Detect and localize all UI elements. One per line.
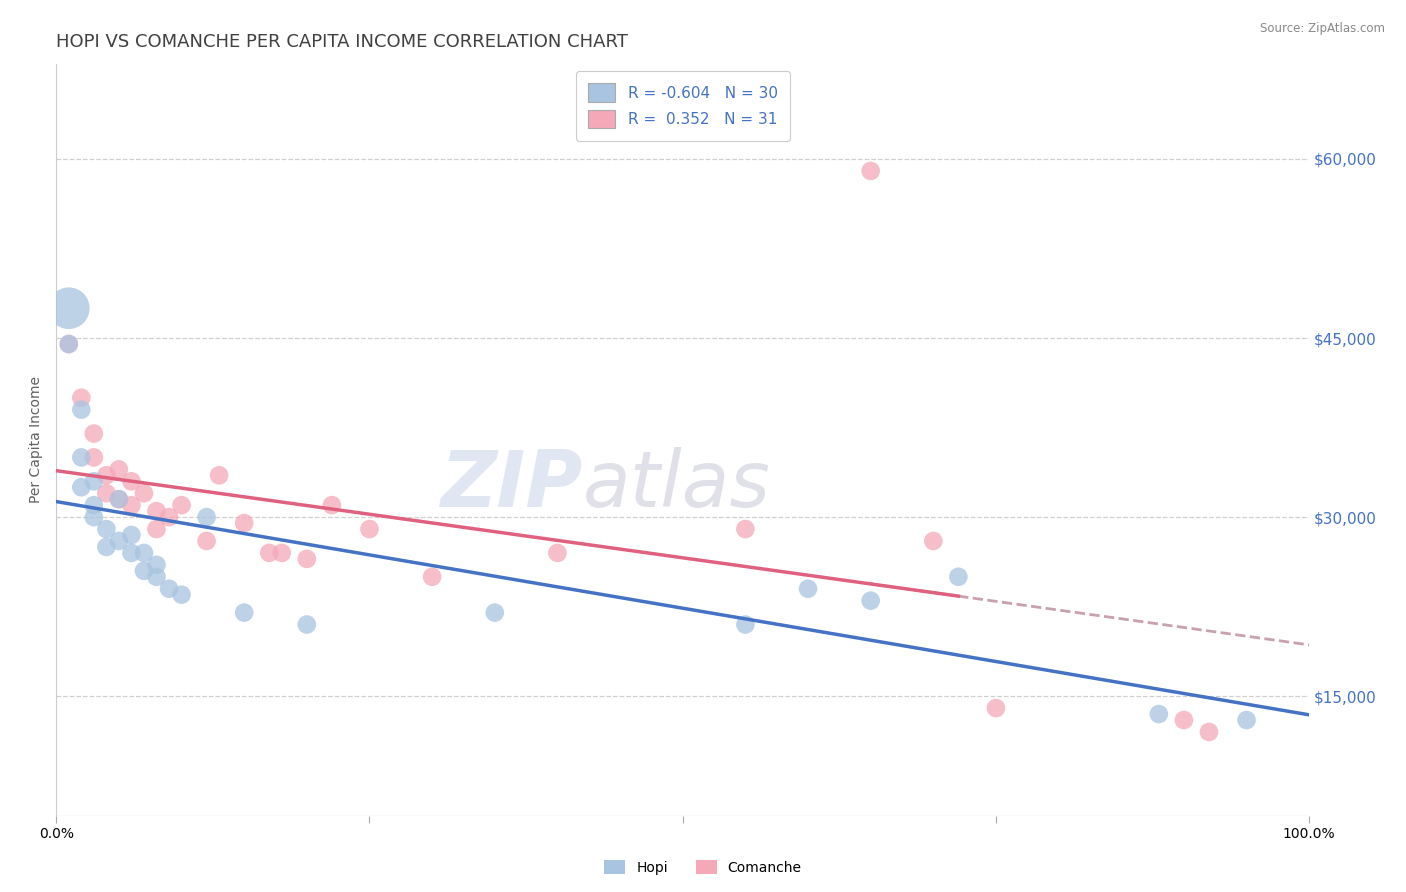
Point: [922, 533, 945, 548]
Point: [797, 582, 820, 596]
Point: [96, 486, 118, 500]
Point: [58, 337, 80, 351]
Legend: R = -0.604   N = 30, R =  0.352   N = 31: R = -0.604 N = 30, R = 0.352 N = 31: [575, 71, 790, 141]
Point: [208, 468, 231, 483]
Point: [132, 546, 155, 560]
Point: [484, 606, 506, 620]
Point: [120, 528, 142, 542]
Point: [1198, 725, 1220, 739]
Point: [270, 546, 292, 560]
Point: [546, 546, 568, 560]
Point: [295, 552, 318, 566]
Legend: Hopi, Comanche: Hopi, Comanche: [599, 855, 807, 880]
Point: [70, 480, 93, 494]
Point: [108, 462, 131, 476]
Point: [948, 570, 970, 584]
Point: [70, 450, 93, 465]
Point: [195, 510, 218, 524]
Point: [145, 558, 167, 572]
Point: [83, 426, 105, 441]
Point: [120, 475, 142, 489]
Point: [321, 498, 343, 512]
Point: [157, 510, 180, 524]
Point: [70, 402, 93, 417]
Point: [58, 337, 80, 351]
Point: [70, 391, 93, 405]
Point: [295, 617, 318, 632]
Point: [259, 546, 281, 560]
Point: [859, 164, 882, 178]
Point: [83, 450, 105, 465]
Point: [359, 522, 381, 536]
Point: [195, 533, 218, 548]
Point: [108, 533, 131, 548]
Point: [120, 498, 142, 512]
Point: [83, 510, 105, 524]
Point: [83, 498, 105, 512]
Point: [96, 468, 118, 483]
Text: Source: ZipAtlas.com: Source: ZipAtlas.com: [1260, 22, 1385, 36]
Point: [1147, 707, 1170, 722]
Point: [145, 522, 167, 536]
Point: [145, 504, 167, 518]
Point: [58, 301, 80, 316]
Point: [734, 617, 756, 632]
Point: [734, 522, 756, 536]
Point: [984, 701, 1007, 715]
Point: [859, 593, 882, 607]
Point: [96, 522, 118, 536]
Point: [170, 498, 193, 512]
Text: atlas: atlas: [582, 447, 770, 523]
Point: [132, 564, 155, 578]
Point: [420, 570, 443, 584]
Point: [233, 606, 256, 620]
Point: [132, 486, 155, 500]
Point: [108, 492, 131, 507]
Point: [96, 540, 118, 554]
Point: [145, 570, 167, 584]
Point: [120, 546, 142, 560]
Text: ZIP: ZIP: [440, 447, 582, 523]
Text: HOPI VS COMANCHE PER CAPITA INCOME CORRELATION CHART: HOPI VS COMANCHE PER CAPITA INCOME CORRE…: [56, 33, 628, 51]
Point: [108, 492, 131, 507]
Point: [170, 588, 193, 602]
Point: [83, 475, 105, 489]
Point: [157, 582, 180, 596]
Point: [1173, 713, 1195, 727]
Point: [1236, 713, 1258, 727]
Y-axis label: Per Capita Income: Per Capita Income: [30, 376, 44, 503]
Point: [233, 516, 256, 530]
